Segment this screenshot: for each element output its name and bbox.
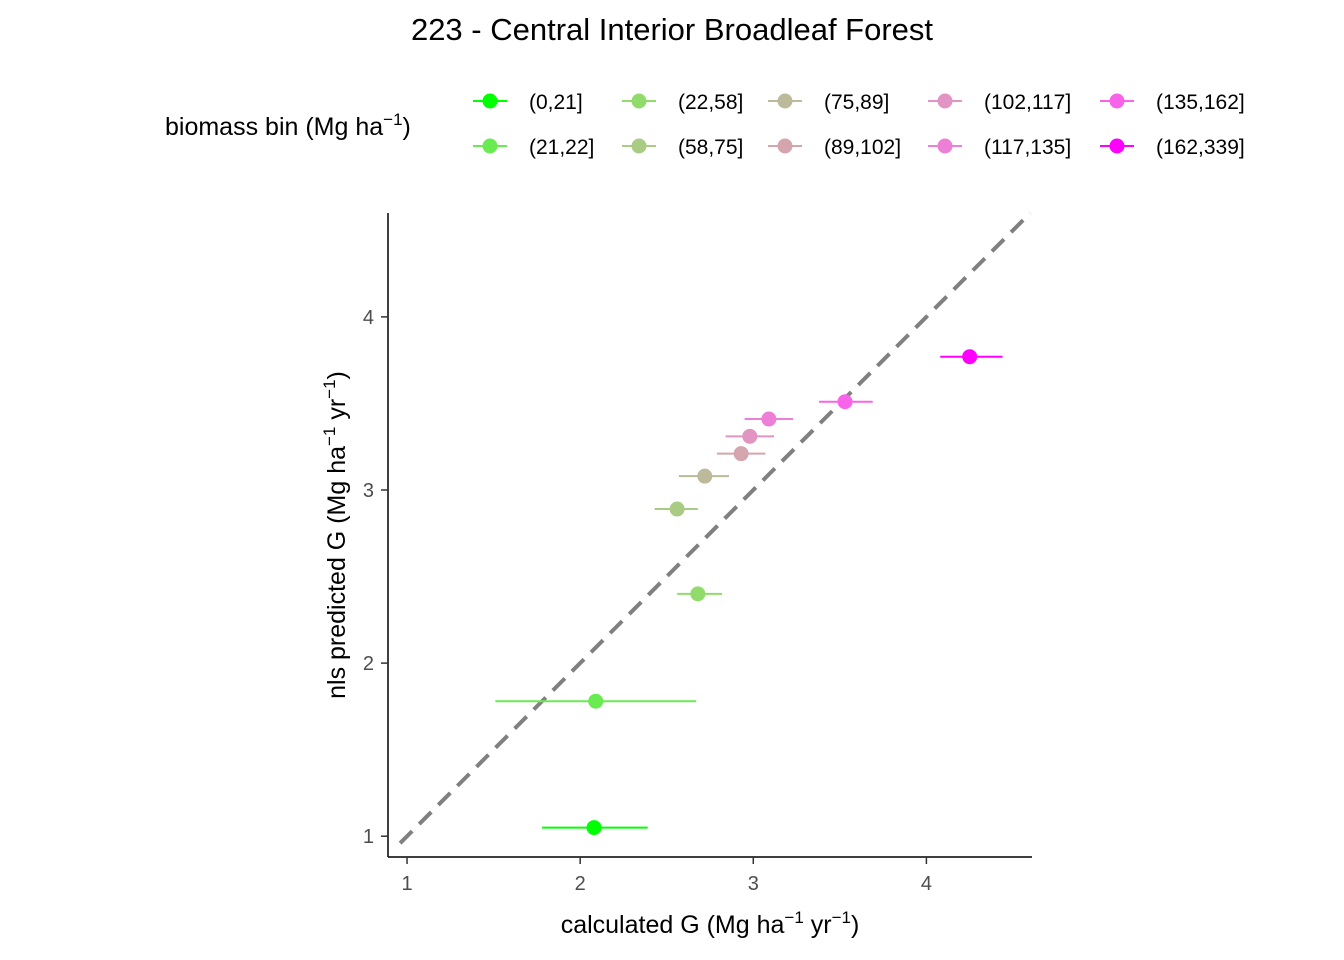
legend-key-point — [482, 138, 498, 154]
legend-key-point — [1109, 138, 1125, 154]
legend-key-point — [631, 93, 647, 109]
legend-key-point — [777, 138, 793, 154]
plot-panel: 1 2 3 4 1 2 3 4 — [363, 211, 1032, 895]
x-tick-label: 2 — [575, 873, 586, 895]
legend-label: (22,58] — [678, 91, 743, 114]
chart-title: 223 - Central Interior Broadleaf Forest — [411, 12, 933, 47]
legend-title: biomass bin (Mg ha−1) — [165, 110, 411, 141]
y-tick-label: 2 — [363, 653, 374, 675]
data-point — [586, 820, 602, 836]
data-point — [962, 349, 978, 365]
data-point — [837, 394, 853, 410]
data-point — [761, 411, 777, 427]
data-point — [742, 428, 758, 444]
legend-label: (89,102] — [824, 136, 901, 159]
x-tick-label: 4 — [921, 873, 932, 895]
legend-key-point — [1109, 93, 1125, 109]
legend-key-point — [631, 138, 647, 154]
legend-label: (102,117] — [984, 91, 1071, 114]
data-point — [733, 446, 749, 462]
reference-line — [398, 211, 1032, 845]
data-point — [669, 501, 685, 517]
legend-label: (135,162] — [1156, 91, 1245, 114]
legend-key-point — [777, 93, 793, 109]
legend-key-point — [937, 138, 953, 154]
legend-label: (75,89] — [824, 91, 889, 114]
y-tick-label: 1 — [363, 826, 374, 848]
legend-label: (0,21] — [529, 91, 583, 114]
x-tick-label: 1 — [401, 873, 412, 895]
legend-label: (117,135] — [984, 136, 1071, 159]
x-axis-label: calculated G (Mg ha−1 yr−1) — [561, 908, 860, 939]
legend-key-point — [482, 93, 498, 109]
legend-label: (58,75] — [678, 136, 743, 159]
y-tick-label: 4 — [363, 307, 374, 329]
legend-label: (162,339] — [1156, 136, 1245, 159]
legend-label: (21,22] — [529, 136, 594, 159]
data-point — [690, 586, 706, 602]
y-tick-label: 3 — [363, 480, 374, 502]
legend-key-point — [937, 93, 953, 109]
legend: biomass bin (Mg ha−1) (0,21] (21,22] (22,5… — [165, 91, 1245, 159]
data-point — [588, 693, 604, 709]
data-point — [697, 468, 713, 484]
y-axis-label: nls predicted G (Mg ha−1 yr−1) — [320, 371, 351, 699]
x-tick-label: 3 — [748, 873, 759, 895]
